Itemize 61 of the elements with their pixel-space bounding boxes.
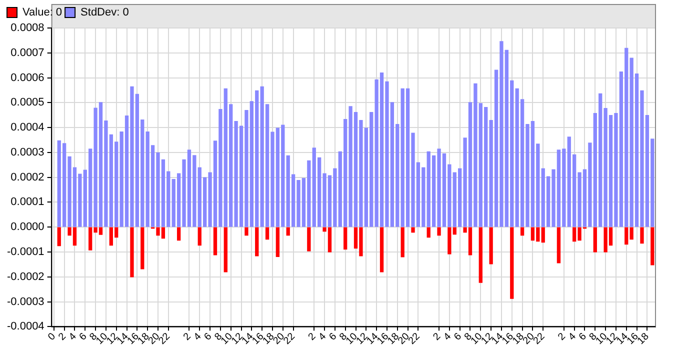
bar [244,227,248,236]
y-tick-label: 0.0007 [10,46,44,59]
bar [213,227,218,256]
y-tick-label: 0.0001 [10,196,44,208]
bar [510,227,514,299]
bar [140,227,144,270]
bar [593,227,597,252]
bar [224,227,228,272]
x-tick-label: 2 [431,330,444,343]
bar [57,227,61,246]
x-tick-label: 2 [556,330,568,343]
bar [380,227,384,272]
y-tick-label: -0.0004 [6,320,44,333]
bar [286,227,290,236]
x-tick-label: 6 [452,330,464,343]
x-tick-label: 6 [327,330,340,343]
bar [344,227,348,250]
bar [176,227,181,241]
y-tick-label: 0.0005 [10,96,44,109]
bar [276,227,280,258]
x-tick-label: 2 [56,330,69,343]
bar [411,227,415,233]
y-tick-label: 0.0002 [10,171,44,184]
bar [255,227,259,256]
x-tick-label: 2 [306,330,318,343]
x-tick-label: 4 [67,330,80,343]
x-tick-label: 4 [316,330,329,343]
bar [426,227,430,238]
x-tick-label: 2 [182,330,194,343]
x-tick-label: 0 [46,330,58,343]
y-tick-label: -0.0001 [6,246,44,258]
bar [489,227,493,264]
x-tick-label: 6 [202,330,214,343]
legend-label: Value: 0 [22,6,62,19]
bar [556,227,561,264]
y-tick-label: -0.0003 [6,296,44,308]
y-tick-label: 0.0006 [10,72,44,84]
bar [541,227,545,243]
bar [630,227,634,240]
bar [437,227,441,236]
bar [520,227,524,236]
y-tick-label: 0.0000 [10,221,44,234]
x-tick-label: 4 [192,330,204,343]
y-tick-label: 0.0008 [10,22,44,34]
bar [265,227,270,240]
x-tick-label: 4 [442,330,454,343]
x-tick-label: 4 [566,330,579,343]
x-tick-label: 6 [577,330,590,343]
legend-label: StdDev: 0 [80,6,129,19]
bar [624,227,628,245]
bar [650,227,654,266]
bar [640,227,644,244]
bar [478,227,482,283]
x-tick-label: 6 [77,330,90,343]
bar [198,227,202,246]
bar [130,227,134,278]
bar [400,227,404,258]
y-tick-label: 0.0003 [10,146,44,158]
y-tick-label: 0.0004 [10,122,44,134]
bar [307,227,311,252]
y-tick-label: -0.0002 [6,270,44,283]
